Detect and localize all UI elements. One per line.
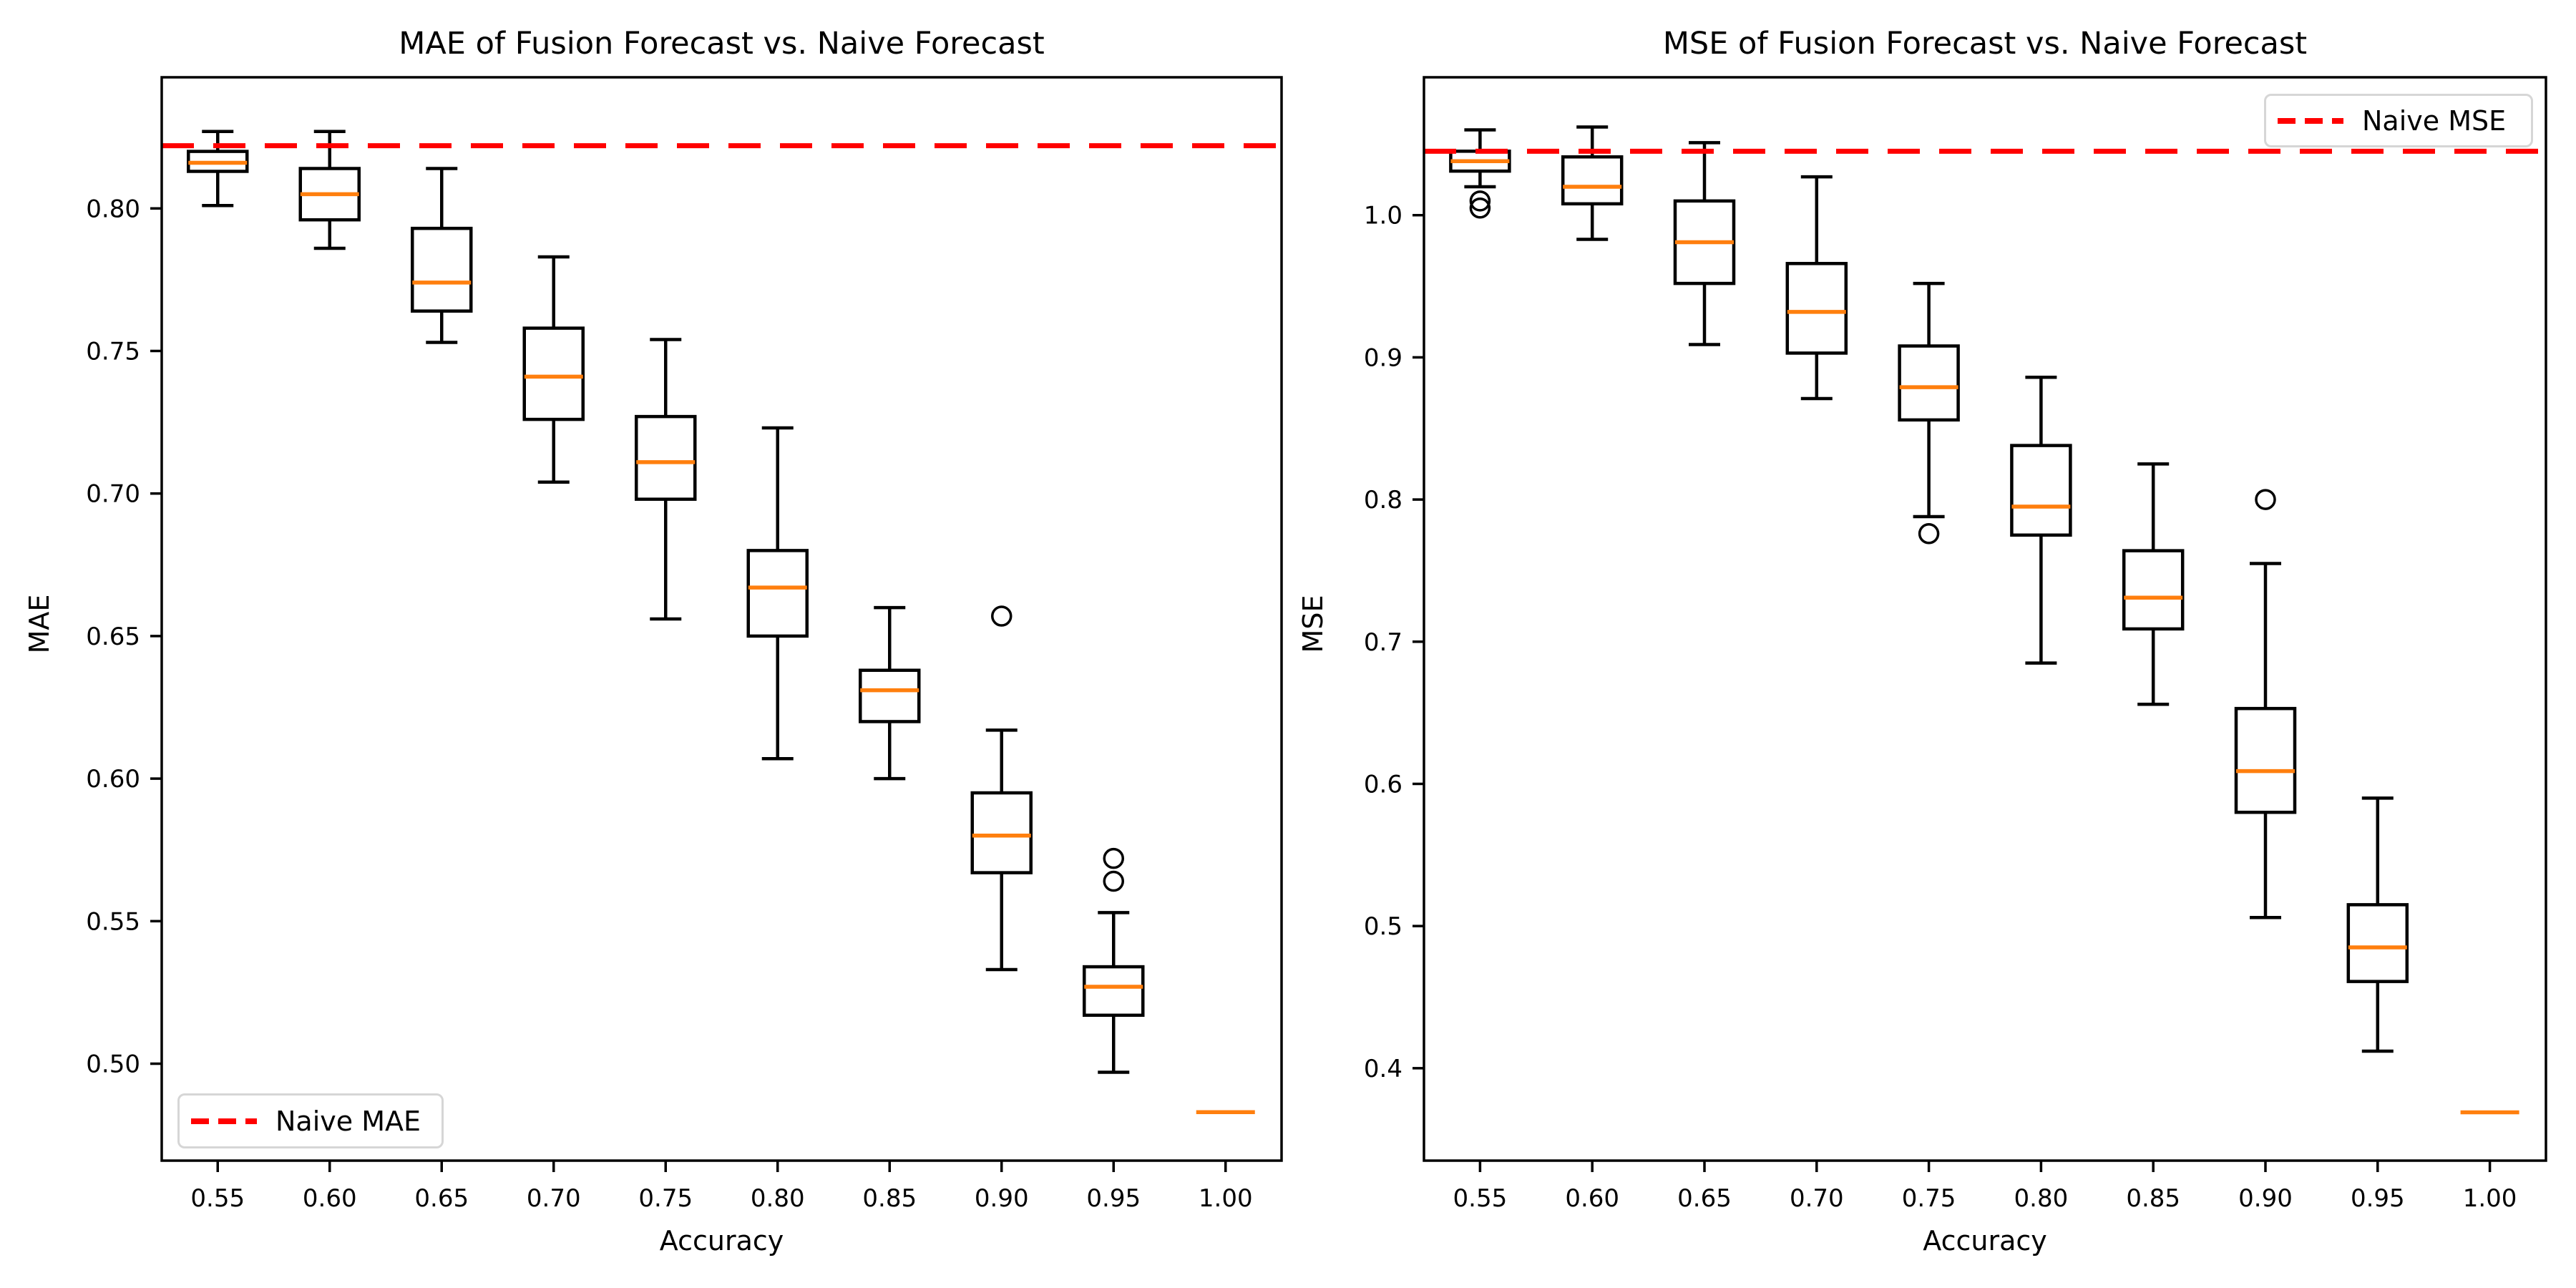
svg-text:0.85: 0.85 <box>862 1184 917 1213</box>
svg-text:0.70: 0.70 <box>86 480 140 509</box>
svg-text:0.75: 0.75 <box>638 1184 693 1213</box>
svg-text:0.6: 0.6 <box>1364 770 1402 799</box>
svg-text:1.0: 1.0 <box>1364 202 1402 230</box>
svg-text:0.75: 0.75 <box>1902 1184 1956 1213</box>
svg-text:0.65: 0.65 <box>414 1184 469 1213</box>
svg-text:0.80: 0.80 <box>2014 1184 2069 1213</box>
svg-text:0.55: 0.55 <box>190 1184 245 1213</box>
svg-text:0.7: 0.7 <box>1364 628 1402 657</box>
svg-text:0.95: 0.95 <box>1086 1184 1141 1213</box>
legend-naive-mse: Naive MSE <box>2264 94 2533 147</box>
mae-y-axis-label: MAE <box>24 594 55 654</box>
svg-text:0.9: 0.9 <box>1364 343 1402 372</box>
red-dashed-line-icon <box>191 1118 257 1124</box>
mae-x-axis-label: Accuracy <box>659 1225 784 1257</box>
svg-text:0.55: 0.55 <box>1453 1184 1508 1213</box>
svg-text:0.60: 0.60 <box>303 1184 357 1213</box>
svg-text:0.65: 0.65 <box>1677 1184 1732 1213</box>
svg-text:0.85: 0.85 <box>2126 1184 2180 1213</box>
legend-naive-mae-label: Naive MAE <box>275 1105 421 1137</box>
svg-text:0.55: 0.55 <box>86 907 140 936</box>
svg-text:0.8: 0.8 <box>1364 486 1402 514</box>
mse-x-axis-label: Accuracy <box>1923 1225 2047 1257</box>
svg-text:0.90: 0.90 <box>2238 1184 2293 1213</box>
red-dashed-line-icon <box>2278 117 2343 124</box>
svg-text:0.80: 0.80 <box>751 1184 805 1213</box>
svg-text:0.60: 0.60 <box>86 765 140 794</box>
mse-plot-title: MSE of Fusion Forecast vs. Naive Forecas… <box>1662 26 2308 62</box>
svg-text:0.5: 0.5 <box>1364 912 1402 941</box>
svg-text:0.75: 0.75 <box>86 337 140 366</box>
svg-text:1.00: 1.00 <box>2463 1184 2517 1213</box>
svg-text:0.95: 0.95 <box>2351 1184 2405 1213</box>
svg-text:0.80: 0.80 <box>86 195 140 223</box>
svg-text:0.60: 0.60 <box>1565 1184 1619 1213</box>
svg-text:0.90: 0.90 <box>975 1184 1029 1213</box>
svg-text:0.50: 0.50 <box>86 1050 140 1079</box>
svg-text:0.70: 0.70 <box>1790 1184 1844 1213</box>
legend-naive-mse-label: Naive MSE <box>2362 104 2507 137</box>
svg-text:0.4: 0.4 <box>1364 1055 1402 1083</box>
svg-text:0.65: 0.65 <box>86 623 140 651</box>
mae-plot-title: MAE of Fusion Forecast vs. Naive Forecas… <box>399 26 1045 62</box>
svg-text:0.70: 0.70 <box>527 1184 581 1213</box>
legend-naive-mae: Naive MAE <box>177 1093 444 1148</box>
mse-y-axis-label: MSE <box>1297 595 1329 653</box>
svg-text:1.00: 1.00 <box>1199 1184 1253 1213</box>
